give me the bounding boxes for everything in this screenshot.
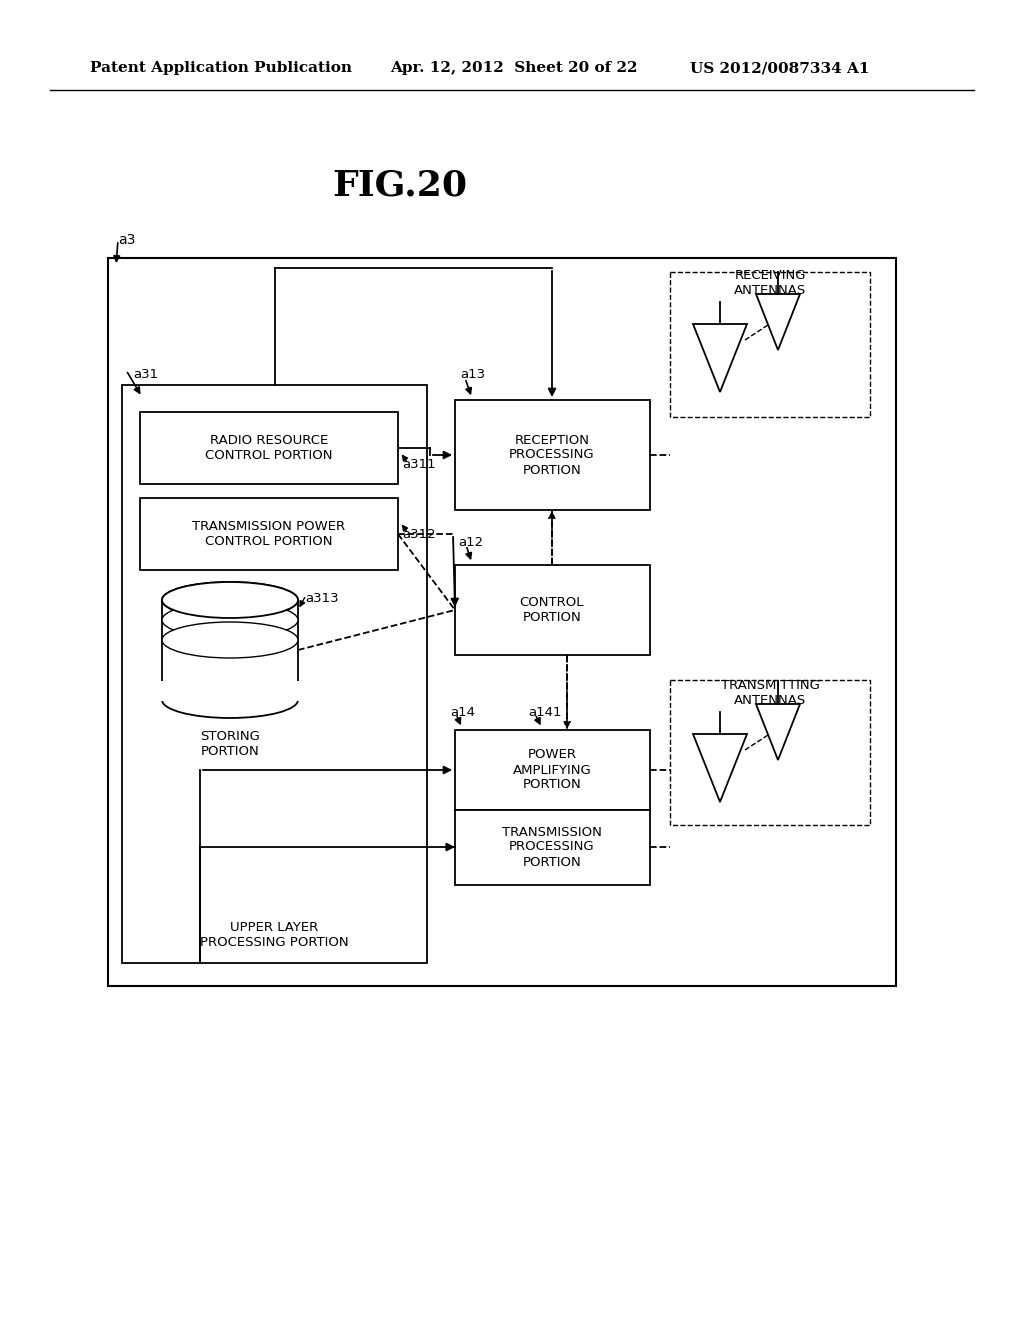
Text: a3: a3 (118, 234, 135, 247)
Bar (455, 565, 650, 655)
Bar (670, 272, 870, 417)
Text: STORING
PORTION: STORING PORTION (200, 730, 260, 758)
Bar (108, 257, 896, 986)
Ellipse shape (162, 582, 298, 618)
Bar (160, 681, 300, 701)
Text: a31: a31 (133, 368, 158, 381)
Text: FIG.20: FIG.20 (333, 168, 468, 202)
Text: TRANSMISSION
PROCESSING
PORTION: TRANSMISSION PROCESSING PORTION (502, 825, 602, 869)
Ellipse shape (162, 682, 298, 718)
Text: POWER
AMPLIFYING
PORTION: POWER AMPLIFYING PORTION (513, 748, 592, 792)
Text: UPPER LAYER
PROCESSING PORTION: UPPER LAYER PROCESSING PORTION (200, 921, 348, 949)
Text: US 2012/0087334 A1: US 2012/0087334 A1 (690, 61, 869, 75)
Polygon shape (693, 734, 746, 803)
Text: Patent Application Publication: Patent Application Publication (90, 61, 352, 75)
Text: a14: a14 (450, 705, 475, 718)
Text: TRANSMISSION POWER
CONTROL PORTION: TRANSMISSION POWER CONTROL PORTION (193, 520, 345, 548)
Polygon shape (756, 704, 800, 760)
Bar (455, 730, 650, 810)
Polygon shape (693, 323, 746, 392)
Ellipse shape (162, 582, 298, 618)
Text: RECEIVING
ANTENNAS: RECEIVING ANTENNAS (734, 269, 806, 297)
Bar (140, 412, 398, 484)
Text: a312: a312 (402, 528, 435, 541)
Polygon shape (756, 294, 800, 350)
Text: a313: a313 (305, 591, 339, 605)
Text: TRANSMITTING
ANTENNAS: TRANSMITTING ANTENNAS (721, 678, 819, 708)
Text: RECEPTION
PROCESSING
PORTION: RECEPTION PROCESSING PORTION (509, 433, 595, 477)
Bar (670, 680, 870, 825)
Text: a12: a12 (458, 536, 483, 549)
Text: a311: a311 (402, 458, 435, 471)
Ellipse shape (162, 602, 298, 638)
Ellipse shape (162, 622, 298, 657)
Text: Apr. 12, 2012  Sheet 20 of 22: Apr. 12, 2012 Sheet 20 of 22 (390, 61, 638, 75)
Text: CONTROL
PORTION: CONTROL PORTION (520, 597, 585, 624)
Text: a13: a13 (460, 368, 485, 381)
Bar (140, 498, 398, 570)
Bar (455, 810, 650, 884)
Bar (455, 400, 650, 510)
Text: RADIO RESOURCE
CONTROL PORTION: RADIO RESOURCE CONTROL PORTION (205, 434, 333, 462)
Bar (122, 385, 427, 964)
Text: a141: a141 (528, 705, 561, 718)
